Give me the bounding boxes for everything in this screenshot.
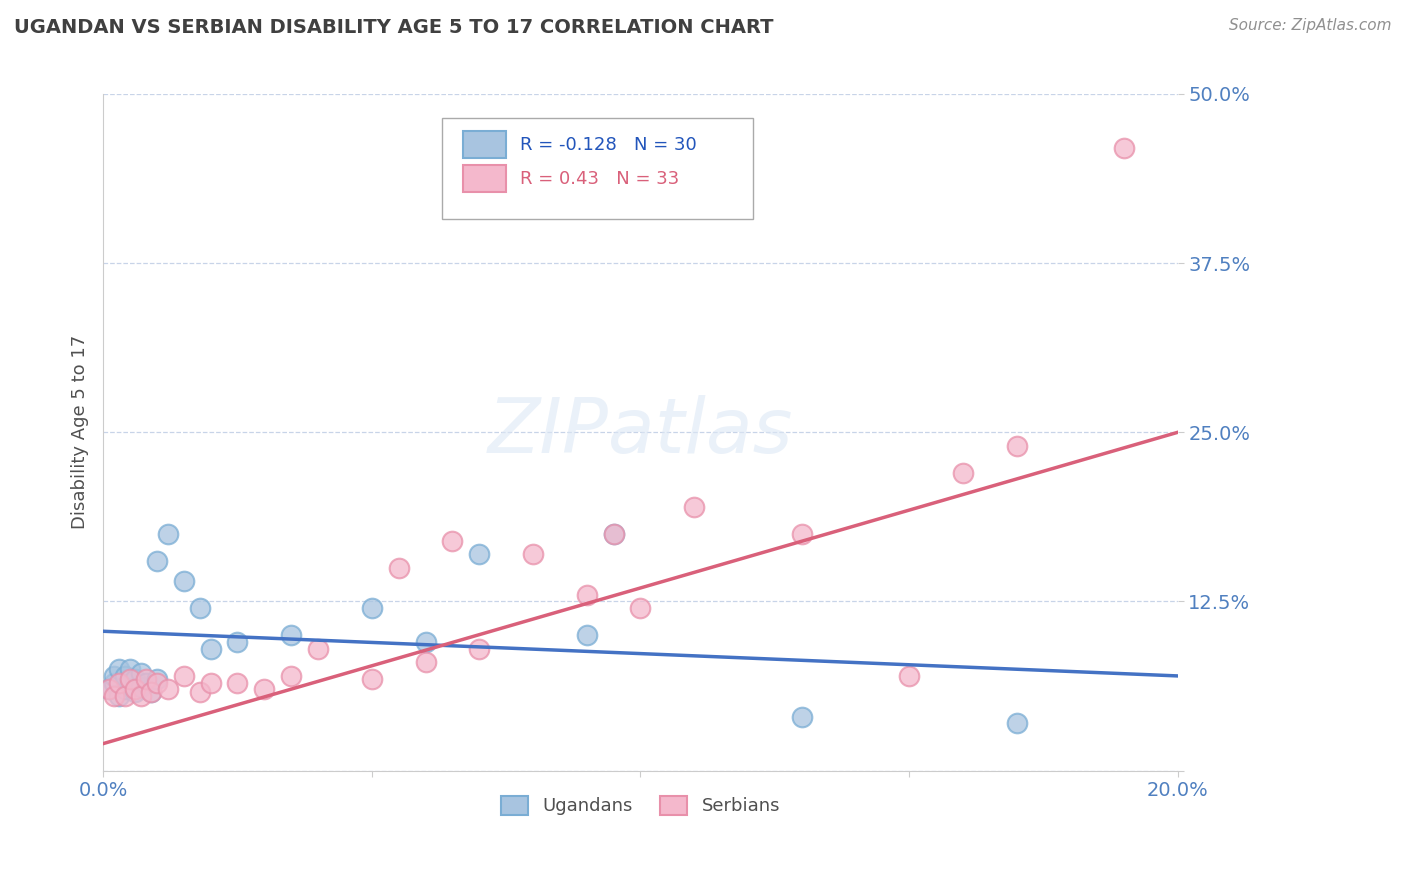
Point (388, 560, 411, 574)
Point (97, 682, 120, 697)
Point (1005, 439, 1028, 453)
Point (118, 672, 141, 686)
Point (114, 669, 136, 683)
Point (415, 656, 437, 670)
Point (129, 666, 152, 681)
FancyBboxPatch shape (463, 131, 506, 158)
Point (129, 690, 152, 704)
Point (602, 526, 624, 541)
Point (103, 669, 125, 683)
Text: Source: ZipAtlas.com: Source: ZipAtlas.com (1229, 18, 1392, 33)
Point (146, 672, 169, 686)
Text: R = 0.43   N = 33: R = 0.43 N = 33 (520, 170, 679, 188)
Point (108, 675, 131, 690)
Point (135, 675, 157, 690)
Point (188, 685, 211, 699)
Point (415, 635, 437, 649)
Point (575, 588, 598, 602)
Point (108, 690, 131, 704)
Point (156, 682, 179, 697)
FancyBboxPatch shape (441, 118, 754, 219)
Point (280, 669, 302, 683)
Text: R = -0.128   N = 30: R = -0.128 N = 30 (520, 136, 697, 154)
Point (129, 680, 152, 694)
Point (360, 601, 382, 615)
Point (141, 685, 163, 699)
Point (141, 685, 163, 699)
Point (200, 675, 222, 690)
Point (790, 526, 813, 541)
Point (173, 669, 195, 683)
Point (135, 672, 157, 686)
Point (103, 690, 125, 704)
Point (630, 601, 652, 615)
Point (124, 672, 146, 686)
Point (522, 547, 544, 561)
Point (441, 533, 464, 548)
Y-axis label: Disability Age 5 to 17: Disability Age 5 to 17 (72, 335, 89, 529)
Point (114, 682, 136, 697)
Text: UGANDAN VS SERBIAN DISABILITY AGE 5 TO 17 CORRELATION CHART: UGANDAN VS SERBIAN DISABILITY AGE 5 TO 1… (14, 18, 773, 37)
Point (253, 682, 276, 697)
Point (952, 466, 974, 480)
Point (173, 574, 195, 589)
Point (226, 675, 249, 690)
Point (146, 554, 169, 568)
Point (468, 547, 491, 561)
Point (188, 601, 211, 615)
Point (156, 526, 179, 541)
Legend: Ugandans, Serbians: Ugandans, Serbians (494, 789, 787, 822)
Point (1114, 141, 1136, 155)
Point (146, 675, 169, 690)
Point (118, 662, 141, 676)
Point (1005, 716, 1028, 731)
Point (602, 526, 624, 541)
Point (118, 675, 141, 690)
Point (683, 500, 706, 514)
Point (307, 641, 329, 656)
Point (898, 669, 921, 683)
Point (108, 662, 131, 676)
Point (97, 682, 120, 697)
Point (280, 628, 302, 642)
Point (226, 635, 249, 649)
Point (103, 675, 125, 690)
Point (790, 709, 813, 723)
Point (468, 641, 491, 656)
Point (200, 641, 222, 656)
Point (360, 672, 382, 686)
Text: ZIPatlas: ZIPatlas (488, 395, 793, 469)
Point (124, 682, 146, 697)
Point (124, 685, 146, 699)
Point (114, 690, 136, 704)
FancyBboxPatch shape (463, 165, 506, 192)
Point (575, 628, 598, 642)
